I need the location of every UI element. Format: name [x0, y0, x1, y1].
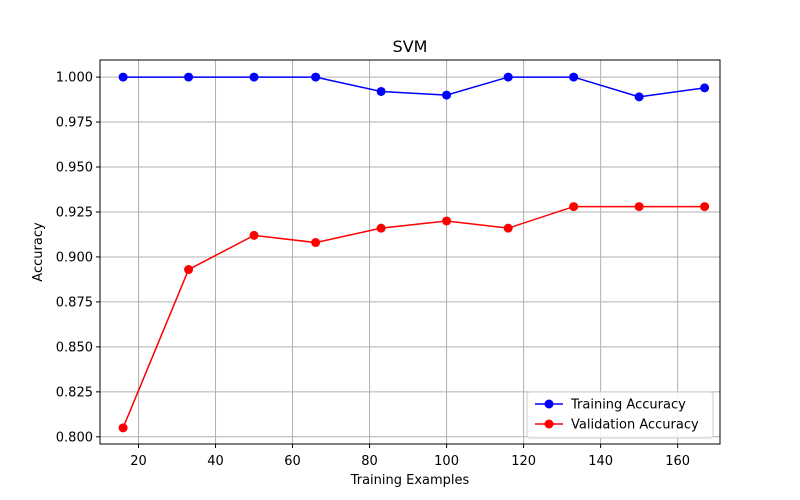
x-tick-label: 80 — [361, 454, 378, 469]
data-point — [569, 202, 579, 212]
legend-label: Validation Accuracy — [571, 418, 699, 433]
x-tick-label: 60 — [284, 454, 301, 469]
data-point — [376, 223, 386, 233]
data-point — [184, 265, 194, 275]
y-tick-label: 0.950 — [56, 161, 93, 176]
x-axis-label: Training Examples — [350, 473, 470, 488]
y-tick-label: 0.875 — [56, 295, 93, 310]
y-tick-label: 0.825 — [56, 385, 93, 400]
legend-marker — [544, 399, 554, 409]
y-tick-label: 0.925 — [56, 205, 93, 220]
legend-box — [526, 391, 714, 439]
y-tick-label: 0.975 — [56, 116, 93, 131]
data-point — [249, 72, 259, 82]
data-point — [503, 223, 513, 233]
series-line-1 — [122, 205, 705, 429]
series-layer — [118, 72, 710, 433]
y-tick-label: 0.800 — [56, 430, 93, 445]
y-axis-label: Accuracy — [31, 222, 46, 282]
x-tick-label: 40 — [207, 454, 224, 469]
x-tick-label: 20 — [130, 454, 147, 469]
data-point — [569, 72, 579, 82]
data-point — [442, 90, 452, 100]
ticks: 20 40 60 80 100 120 140 160 0.800 0.825 0.850 0.875… — [56, 71, 690, 469]
data-point — [503, 72, 513, 82]
data-point — [311, 238, 321, 248]
y-tick-label: 1.000 — [56, 71, 93, 86]
data-point — [249, 230, 259, 240]
data-point — [700, 202, 710, 212]
data-point — [634, 202, 644, 212]
data-point — [376, 86, 386, 96]
x-tick-label: 120 — [511, 454, 536, 469]
data-point — [118, 423, 128, 433]
x-tick-label: 140 — [588, 454, 613, 469]
x-tick-label: 160 — [665, 454, 690, 469]
data-point — [634, 92, 644, 102]
x-tick-label: 100 — [434, 454, 459, 469]
legend-label: Training Accuracy — [570, 398, 686, 413]
legend: Training Accuracy Validation Accuracy — [526, 391, 714, 439]
data-point — [118, 72, 128, 82]
data-point — [311, 72, 321, 82]
data-point — [184, 72, 194, 82]
data-point — [700, 83, 710, 93]
y-tick-label: 0.850 — [56, 340, 93, 355]
data-point — [442, 216, 452, 226]
legend-marker — [544, 419, 554, 429]
chart-title: SVM — [393, 37, 428, 56]
series-line-0 — [123, 76, 705, 98]
plot-frame — [99, 59, 721, 445]
y-tick-label: 0.900 — [56, 250, 93, 265]
